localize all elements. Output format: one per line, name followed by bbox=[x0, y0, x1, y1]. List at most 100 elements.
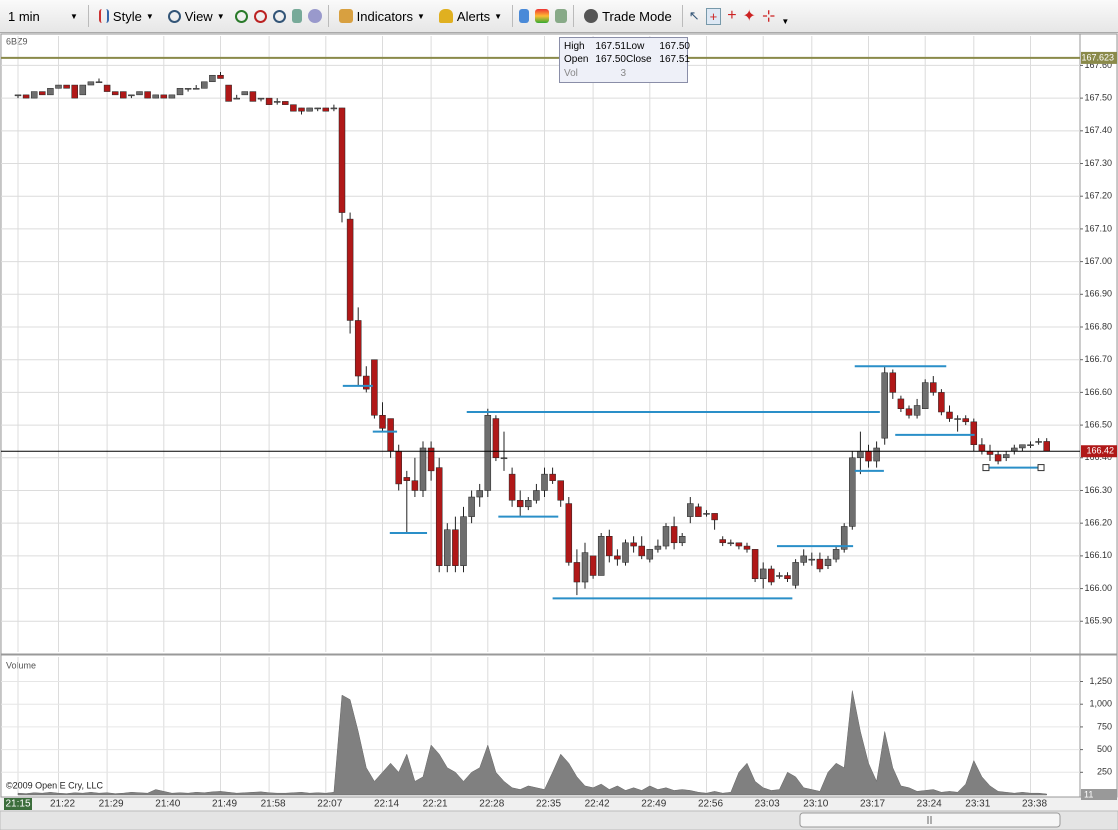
alerts-button[interactable]: Alerts ▼ bbox=[435, 9, 506, 24]
dropdown-arrow: ▼ bbox=[145, 11, 154, 21]
crosshair-tool[interactable]: + bbox=[727, 7, 737, 24]
separator bbox=[512, 5, 514, 27]
candle-body bbox=[338, 107, 346, 213]
tool[interactable] bbox=[307, 9, 322, 23]
dropdown-arrow: ▼ bbox=[494, 11, 503, 21]
y-tick-label: 166.70 bbox=[1084, 354, 1112, 364]
tooltip-label: High bbox=[564, 41, 585, 52]
reference-label-bg bbox=[1081, 51, 1117, 64]
interval-select[interactable]: 1 min ▼ bbox=[4, 9, 82, 24]
view-button[interactable]: View ▼ bbox=[164, 9, 229, 24]
candle-body bbox=[873, 447, 880, 462]
candle-body bbox=[711, 513, 718, 521]
x-tick-label: 23:31 bbox=[965, 799, 990, 810]
separator bbox=[327, 5, 329, 27]
more[interactable]: ▼ bbox=[781, 16, 790, 26]
candle-body bbox=[849, 457, 856, 527]
pane-title: Volume bbox=[6, 660, 36, 670]
candle-body bbox=[500, 457, 508, 460]
candle-body bbox=[379, 415, 386, 429]
y-tick-label: 166.60 bbox=[1084, 387, 1112, 397]
label: Style bbox=[112, 8, 142, 24]
label: Alerts bbox=[456, 8, 491, 24]
candle-body bbox=[816, 558, 824, 570]
candle-body bbox=[768, 568, 775, 583]
candle-body bbox=[241, 91, 249, 96]
x-tick-label: 22:56 bbox=[698, 799, 723, 810]
separator bbox=[573, 5, 575, 27]
candle-body bbox=[411, 480, 419, 491]
y-tick-label: 167.00 bbox=[1084, 256, 1112, 266]
candle-body bbox=[290, 104, 297, 112]
trade-mode-button[interactable]: Trade Mode bbox=[580, 9, 676, 24]
candle-body bbox=[557, 480, 564, 501]
candle-body bbox=[209, 74, 216, 83]
separator bbox=[681, 5, 683, 27]
scroll-thumb[interactable] bbox=[799, 812, 1061, 828]
y-tick-label: 166.80 bbox=[1084, 321, 1112, 331]
y-tick-label: 167.20 bbox=[1084, 191, 1112, 201]
candle-body bbox=[363, 375, 370, 390]
interval: 1 min bbox=[8, 8, 40, 24]
tooltip-label: Open bbox=[564, 54, 589, 66]
zoom-out[interactable] bbox=[253, 9, 267, 23]
tool[interactable] bbox=[519, 9, 530, 23]
tool[interactable] bbox=[535, 9, 550, 23]
x-tick-label: 22:07 bbox=[317, 799, 342, 810]
label: View bbox=[184, 8, 213, 24]
indicators-button[interactable]: Indicators ▼ bbox=[335, 9, 429, 24]
candle-body bbox=[484, 415, 492, 491]
reference-label: 166.42 bbox=[1086, 446, 1114, 456]
candle-body bbox=[589, 555, 597, 576]
candle-body bbox=[476, 490, 483, 498]
x-tick-label: 23:17 bbox=[860, 799, 885, 810]
crosshair-tool[interactable]: ⊹ bbox=[761, 8, 776, 25]
candle-body bbox=[427, 447, 435, 472]
y-tick-label: 166.20 bbox=[1084, 518, 1112, 528]
candle-body bbox=[1019, 444, 1026, 449]
tool[interactable] bbox=[555, 9, 568, 23]
candle-body bbox=[614, 555, 621, 560]
candle-body bbox=[322, 107, 330, 112]
candle-body bbox=[30, 91, 38, 99]
candle-body bbox=[1027, 444, 1034, 446]
label: Trade Mode bbox=[602, 8, 672, 24]
tooltip-value: 167.50 bbox=[659, 41, 690, 52]
crosshair-tool[interactable]: ✦ bbox=[742, 8, 756, 25]
candle-body bbox=[735, 542, 743, 547]
x-tick-label: 21:22 bbox=[50, 799, 75, 810]
candle-body bbox=[654, 545, 662, 550]
candle-body bbox=[573, 562, 581, 583]
y-tick-label: 1,000 bbox=[1089, 699, 1112, 709]
y-tick-label: 1,250 bbox=[1089, 676, 1112, 686]
pointer-tool[interactable]: ↖ bbox=[688, 8, 700, 23]
candle-body bbox=[168, 94, 176, 99]
candle-body bbox=[306, 107, 313, 112]
candle-body bbox=[921, 382, 929, 409]
candle-body bbox=[719, 539, 726, 544]
style-button[interactable]: Style ▼ bbox=[95, 9, 158, 24]
tool[interactable] bbox=[291, 9, 302, 23]
price-pane bbox=[0, 33, 1081, 655]
y-tick-label: 166.90 bbox=[1084, 289, 1112, 299]
candle-body bbox=[444, 529, 451, 566]
candle-body bbox=[840, 526, 848, 550]
volume-pane bbox=[0, 654, 1081, 798]
x-tick-label: 22:14 bbox=[374, 799, 399, 810]
dropdown-arrow: ▼ bbox=[70, 11, 78, 21]
candle-body bbox=[79, 84, 87, 96]
candle-body bbox=[865, 450, 872, 462]
y-tick-label: 167.60 bbox=[1084, 60, 1112, 70]
zoom-in[interactable] bbox=[234, 9, 248, 23]
candle-body bbox=[630, 542, 637, 547]
candle-body bbox=[282, 101, 289, 105]
candle-body bbox=[330, 107, 338, 110]
candle-body bbox=[217, 74, 224, 79]
candle-body bbox=[419, 447, 427, 491]
crosshair-tool[interactable]: + bbox=[705, 7, 722, 25]
zoom[interactable] bbox=[272, 9, 286, 23]
candle-body bbox=[160, 94, 168, 99]
volume-axis bbox=[1079, 654, 1118, 798]
